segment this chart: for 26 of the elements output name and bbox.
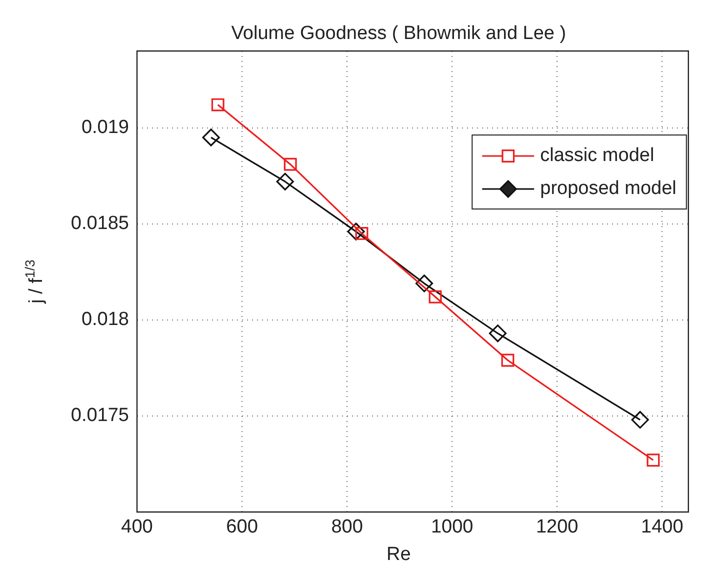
point — [428, 290, 442, 304]
legend-label: classic model — [540, 145, 654, 166]
chart-title: Volume Goodness ( Bhowmik and Lee ) — [231, 23, 566, 44]
point — [646, 454, 660, 467]
legend-label: proposed model — [540, 178, 676, 200]
point — [276, 172, 294, 190]
point — [415, 274, 434, 292]
point — [284, 158, 297, 171]
y-tick-label: 0.019 — [81, 117, 129, 138]
x-tick-label: 1400 — [641, 516, 684, 538]
point — [347, 222, 365, 240]
x-axis-title: Re — [386, 544, 411, 565]
y-tick-label: 0.0185 — [70, 213, 129, 234]
x-tick-label: 400 — [121, 516, 153, 538]
y-tick-label: 0.0175 — [70, 405, 129, 426]
x-tick-label: 800 — [331, 516, 363, 538]
point — [488, 324, 507, 342]
point — [631, 411, 649, 429]
point — [501, 354, 514, 367]
x-tick-label: 1000 — [430, 516, 474, 538]
x-tick-label: 600 — [226, 516, 258, 538]
point — [202, 128, 220, 146]
point — [211, 98, 224, 112]
y-tick-label: 0.018 — [81, 309, 129, 330]
y-axis-title: j / f1/3 — [22, 260, 47, 304]
x-tick-label: 1200 — [536, 516, 578, 538]
